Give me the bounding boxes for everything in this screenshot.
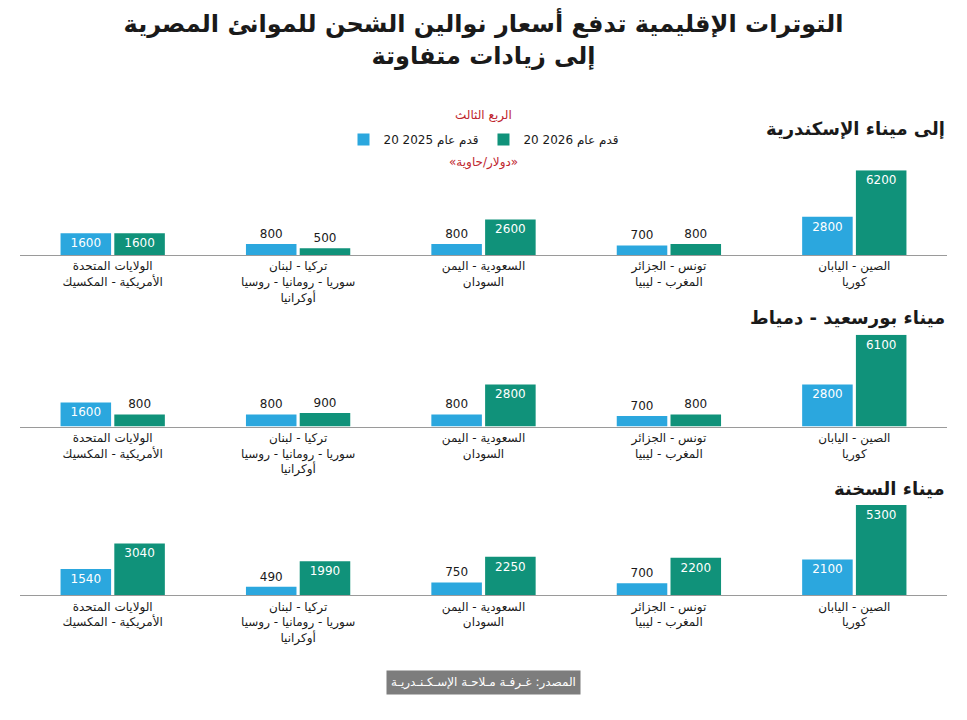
svg-text:2800: 2800 [812, 387, 843, 401]
svg-text:2200: 2200 [681, 561, 712, 575]
svg-text:تونس - الجزائرالمغرب - ليبيا: تونس - الجزائرالمغرب - ليبيا [631, 600, 707, 631]
svg-text:2100: 2100 [812, 562, 843, 576]
svg-text:2800: 2800 [495, 387, 526, 401]
svg-text:1600: 1600 [71, 405, 102, 419]
svg-text:6200: 6200 [866, 173, 897, 187]
svg-text:5300: 5300 [866, 508, 897, 522]
svg-text:الصين - اليابانكوريا: الصين - اليابانكوريا [818, 259, 890, 290]
svg-text:السعودية - اليمنالسودان: السعودية - اليمنالسودان [442, 431, 525, 462]
svg-text:1990: 1990 [310, 564, 341, 578]
svg-text:تركيا - لبنانسوريا - رومانيا -: تركيا - لبنانسوريا - رومانيا - روسياأوكر… [241, 259, 355, 305]
svg-text:تركيا - لبنانسوريا - رومانيا -: تركيا - لبنانسوريا - رومانيا - روسياأوكر… [241, 600, 355, 646]
svg-text:تونس - الجزائرالمغرب - ليبيا: تونس - الجزائرالمغرب - ليبيا [631, 259, 707, 290]
svg-text:2600: 2600 [495, 222, 526, 236]
svg-text:750: 750 [445, 565, 468, 579]
svg-text:الولايات المتحدةالأمريكية - ال: الولايات المتحدةالأمريكية - المكسيك [63, 259, 163, 290]
svg-text:800: 800 [445, 227, 468, 241]
svg-text:الربع الثالث: الربع الثالث [455, 108, 512, 123]
svg-text:2250: 2250 [495, 560, 526, 574]
svg-text:900: 900 [314, 396, 337, 410]
svg-text:1540: 1540 [71, 572, 102, 586]
svg-text:1600: 1600 [124, 236, 155, 250]
svg-text:700: 700 [631, 566, 654, 580]
svg-text:20 قدم عام 2026: 20 قدم عام 2026 [523, 133, 618, 147]
svg-text:تركيا - لبنانسوريا - رومانيا -: تركيا - لبنانسوريا - رومانيا - روسياأوكر… [241, 431, 355, 477]
svg-text:الولايات المتحدةالأمريكية - ال: الولايات المتحدةالأمريكية - المكسيك [63, 431, 163, 462]
svg-text:«دولار/حاوية»: «دولار/حاوية» [449, 155, 518, 170]
svg-text:تونس - الجزائرالمغرب - ليبيا: تونس - الجزائرالمغرب - ليبيا [631, 431, 707, 462]
svg-text:800: 800 [260, 227, 283, 241]
svg-text:800: 800 [684, 397, 707, 411]
svg-text:700: 700 [631, 228, 654, 242]
svg-text:800: 800 [684, 227, 707, 241]
svg-text:المصدر: غـرفـة مـلاحـة الإسـكـ: المصدر: غـرفـة مـلاحـة الإسـكـنـدريـة [391, 675, 576, 690]
svg-text:1600: 1600 [71, 236, 102, 250]
svg-text:الصين - اليابانكوريا: الصين - اليابانكوريا [818, 600, 890, 631]
svg-text:ميناء بورسعيد - دمياط: ميناء بورسعيد - دمياط [750, 307, 945, 329]
svg-text:800: 800 [128, 397, 151, 411]
svg-text:20 قدم عام 2025: 20 قدم عام 2025 [384, 133, 479, 147]
svg-text:إلى ميناء الإسكندرية: إلى ميناء الإسكندرية [766, 118, 945, 139]
svg-text:2800: 2800 [812, 220, 843, 234]
svg-text:السعودية - اليمنالسودان: السعودية - اليمنالسودان [442, 259, 525, 290]
svg-text:800: 800 [445, 397, 468, 411]
svg-text:800: 800 [260, 397, 283, 411]
svg-text:الولايات المتحدةالأمريكية - ال: الولايات المتحدةالأمريكية - المكسيك [63, 600, 163, 631]
svg-text:500: 500 [314, 231, 337, 245]
svg-text:3040: 3040 [124, 546, 155, 560]
svg-text:ميناء السخنة: ميناء السخنة [834, 478, 945, 499]
svg-text:التوترات الإقليمية تدفع أسعار: التوترات الإقليمية تدفع أسعار نوالين الش… [124, 8, 844, 69]
svg-text:490: 490 [260, 570, 283, 584]
svg-text:6100: 6100 [866, 338, 897, 352]
svg-text:700: 700 [631, 399, 654, 413]
svg-text:السعودية - اليمنالسودان: السعودية - اليمنالسودان [442, 600, 525, 631]
svg-text:الصين - اليابانكوريا: الصين - اليابانكوريا [818, 431, 890, 462]
